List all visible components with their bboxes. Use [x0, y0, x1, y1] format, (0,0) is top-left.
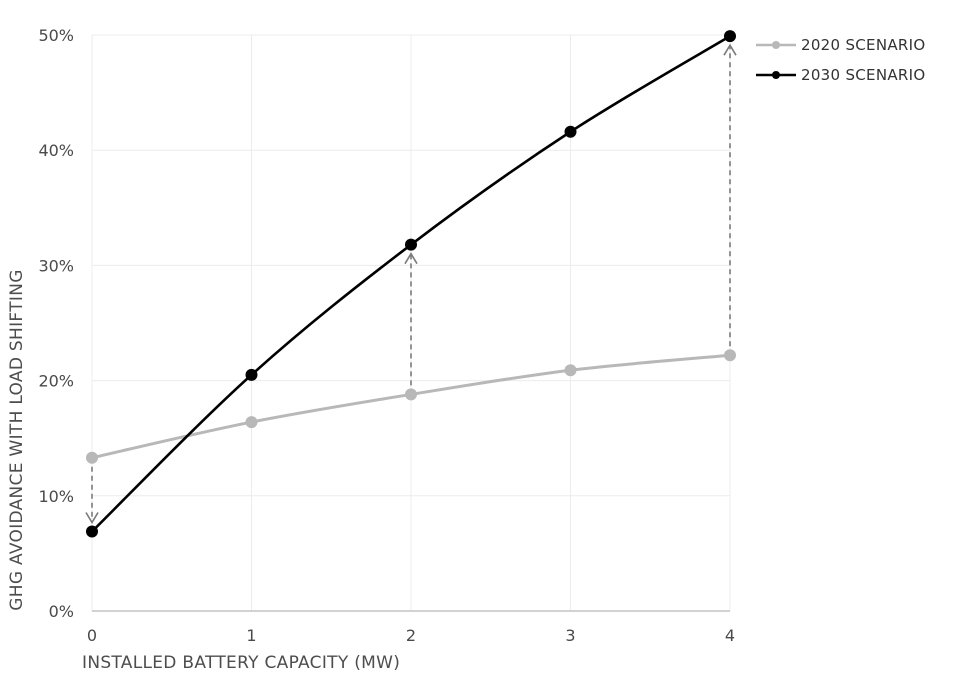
y-tick-label: 10% — [38, 487, 74, 506]
series-layer — [86, 30, 736, 538]
tick-labels: 0% 10% 20% 30% 40% 50% 0 1 2 3 4 — [38, 26, 735, 645]
data-point — [86, 451, 98, 464]
x-tick-label: 1 — [246, 626, 256, 645]
x-tick-label: 2 — [406, 626, 416, 645]
change-arrowhead — [723, 43, 737, 56]
series-2020 — [86, 349, 736, 464]
data-point — [724, 349, 736, 362]
legend-label: 2030 SCENARIO — [801, 66, 925, 84]
data-point — [245, 416, 258, 429]
data-point — [405, 388, 417, 401]
y-tick-label: 50% — [38, 26, 74, 45]
legend-item: 2030 SCENARIO — [756, 66, 925, 84]
data-point — [86, 525, 98, 538]
change-arrowhead — [404, 252, 418, 265]
legend-item: 2020 SCENARIO — [756, 36, 925, 54]
data-point — [405, 238, 417, 251]
legend-swatch-marker — [772, 41, 780, 49]
y-tick-label: 20% — [38, 372, 74, 391]
legend-swatch-marker — [772, 71, 780, 79]
legend: 2020 SCENARIO 2030 SCENARIO — [756, 36, 925, 84]
x-axis-title: INSTALLED BATTERY CAPACITY (MW) — [82, 653, 400, 673]
legend-label: 2020 SCENARIO — [801, 36, 925, 54]
y-tick-label: 30% — [38, 256, 74, 275]
x-tick-label: 0 — [87, 626, 97, 645]
x-tick-label: 3 — [565, 626, 575, 645]
change-arrows — [85, 43, 737, 525]
grid — [91, 34, 731, 611]
data-point — [245, 368, 258, 381]
x-tick-label: 4 — [725, 626, 735, 645]
y-tick-label: 0% — [49, 602, 74, 621]
data-point — [564, 125, 577, 138]
y-tick-label: 40% — [38, 141, 74, 160]
change-arrowhead — [85, 512, 99, 525]
series-2030 — [86, 30, 736, 538]
data-point — [564, 364, 577, 377]
y-axis-title: GHG AVOIDANCE WITH LOAD SHIFTING — [7, 269, 27, 610]
data-point — [724, 30, 736, 43]
